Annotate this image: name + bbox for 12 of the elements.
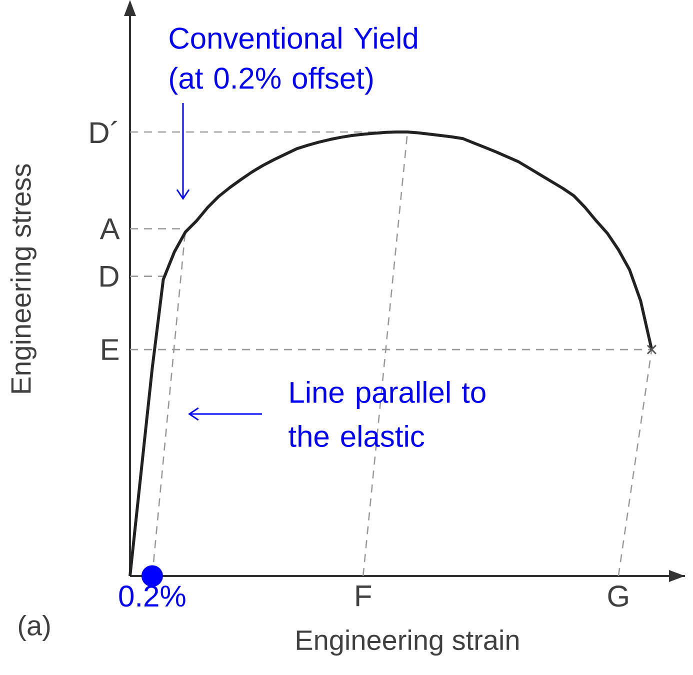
x-tick-label: F — [356, 586, 372, 606]
x-axis-title: Engineering strain — [296, 630, 518, 656]
series-label: D — [100, 266, 118, 287]
series-label: E — [102, 339, 119, 360]
text: (a) — [18, 614, 50, 642]
x-tick-label: G — [608, 586, 628, 607]
annotation: Line parallel to the elastic — [288, 380, 486, 448]
series-label: A — [100, 218, 120, 240]
y-axis-title: Engineering stress — [10, 164, 36, 393]
text: Conventional Yield (at 0.2% offset) — [170, 26, 417, 95]
x-tick-label: 0.2% — [119, 586, 186, 607]
series-label: D´ — [90, 120, 118, 144]
